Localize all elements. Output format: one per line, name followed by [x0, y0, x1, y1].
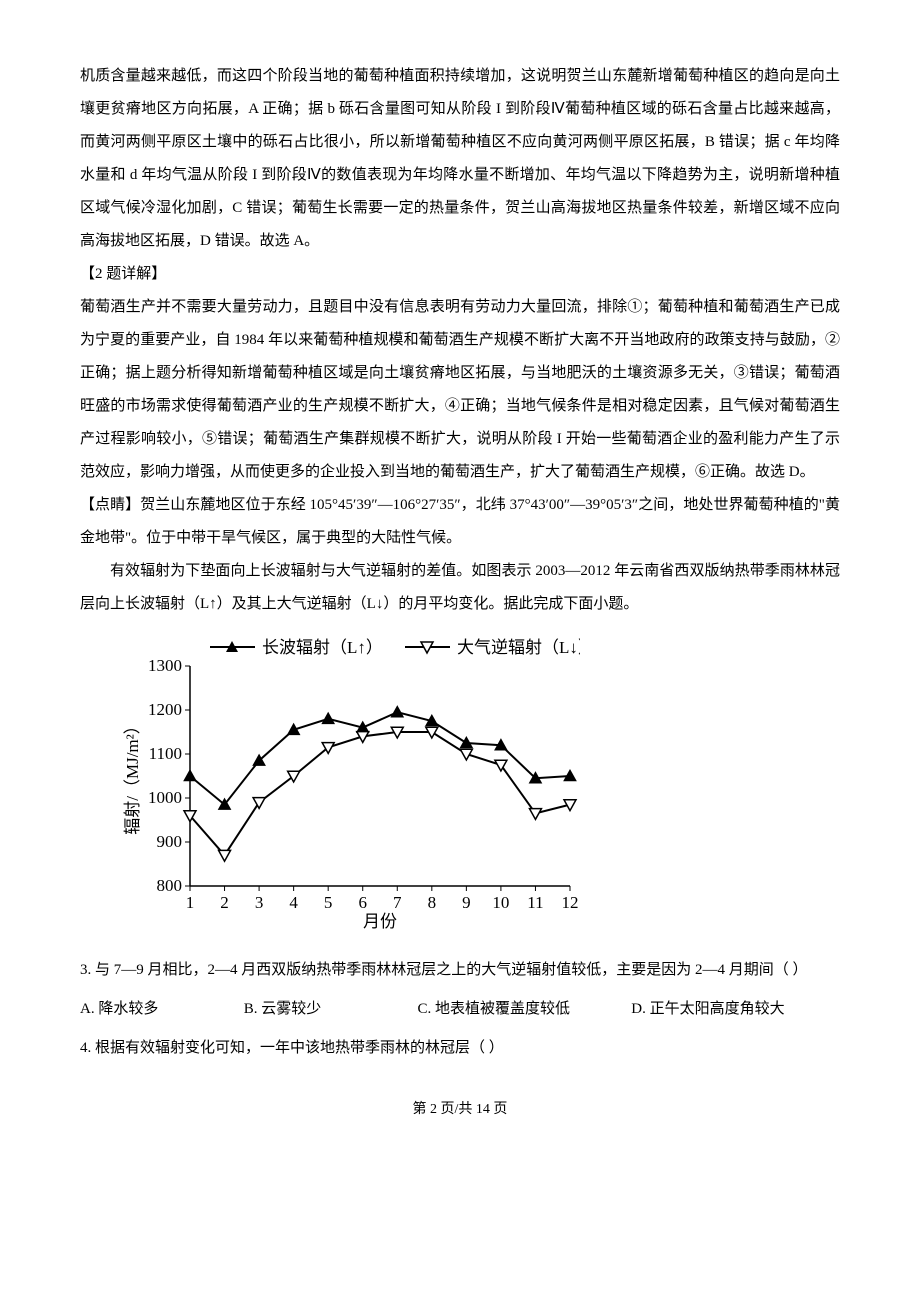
q3-option-c: C. 地表植被覆盖度较低: [418, 993, 628, 1026]
passage-intro: 有效辐射为下垫面向上长波辐射与大气逆辐射的差值。如图表示 2003—2012 年…: [80, 555, 840, 621]
svg-text:1100: 1100: [149, 744, 182, 763]
svg-text:900: 900: [157, 832, 183, 851]
svg-text:11: 11: [527, 893, 543, 912]
paragraph-continuation: 机质含量越来越低，而这四个阶段当地的葡萄种植面积持续增加，这说明贺兰山东麓新增葡…: [80, 60, 840, 258]
question-3-options: A. 降水较多 B. 云雾较少 C. 地表植被覆盖度较低 D. 正午太阳高度角较…: [80, 993, 840, 1026]
question2-explanation: 葡萄酒生产并不需要大量劳动力，且题目中没有信息表明有劳动力大量回流，排除①；葡萄…: [80, 291, 840, 489]
svg-text:1: 1: [186, 893, 195, 912]
svg-text:7: 7: [393, 893, 402, 912]
q3-option-b: B. 云雾较少: [244, 993, 414, 1026]
question2-heading: 【2 题详解】: [80, 258, 840, 291]
q3-option-a: A. 降水较多: [80, 993, 240, 1026]
svg-text:9: 9: [462, 893, 471, 912]
svg-text:月份: 月份: [363, 912, 397, 931]
dianqing-note: 【点睛】贺兰山东麓地区位于东经 105°45′39″—106°27′35″，北纬…: [80, 489, 840, 555]
svg-text:2: 2: [220, 893, 229, 912]
svg-text:1300: 1300: [148, 656, 182, 675]
chart-svg: 8009001000110012001300123456789101112辐射/…: [120, 631, 580, 931]
radiation-chart: 8009001000110012001300123456789101112辐射/…: [120, 631, 840, 944]
svg-text:辐射/（MJ/m²）: 辐射/（MJ/m²）: [123, 717, 142, 835]
svg-text:6: 6: [358, 893, 367, 912]
svg-text:长波辐射（L↑）: 长波辐射（L↑）: [262, 638, 383, 657]
question-3-stem: 3. 与 7—9 月相比，2—4 月西双版纳热带季雨林林冠层之上的大气逆辐射值较…: [80, 954, 840, 987]
svg-text:大气逆辐射（L↓）: 大气逆辐射（L↓）: [457, 638, 580, 657]
page-footer: 第 2 页/共 14 页: [80, 1095, 840, 1126]
svg-text:10: 10: [492, 893, 509, 912]
svg-text:4: 4: [289, 893, 298, 912]
svg-text:12: 12: [562, 893, 579, 912]
svg-text:1000: 1000: [148, 788, 182, 807]
question-4-stem: 4. 根据有效辐射变化可知，一年中该地热带季雨林的林冠层（ ）: [80, 1032, 840, 1065]
svg-text:8: 8: [428, 893, 437, 912]
svg-text:1200: 1200: [148, 700, 182, 719]
svg-text:800: 800: [157, 876, 183, 895]
svg-text:3: 3: [255, 893, 264, 912]
svg-text:5: 5: [324, 893, 333, 912]
q3-option-d: D. 正午太阳高度角较大: [631, 993, 784, 1026]
